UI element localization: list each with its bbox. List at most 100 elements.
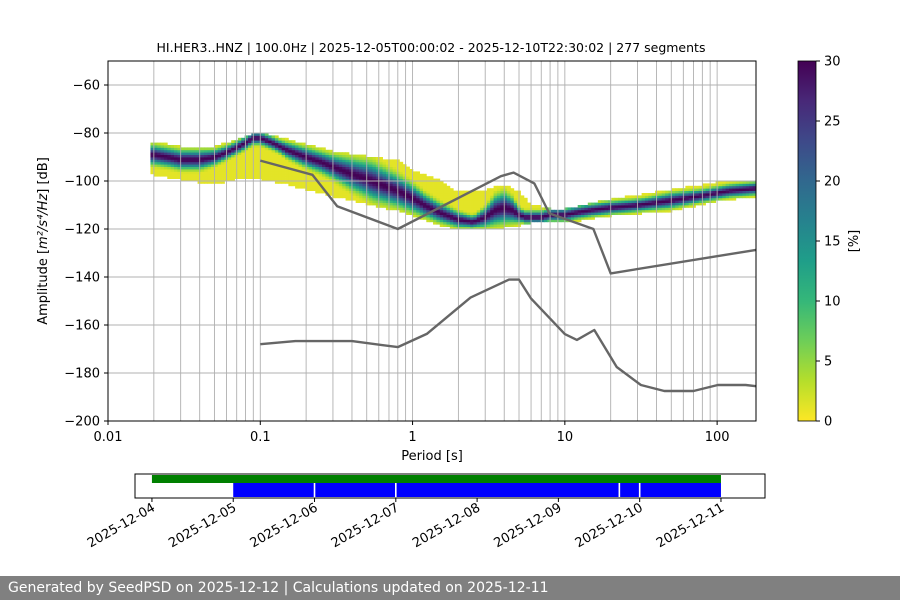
colorbar-tick-label: 15 (824, 235, 841, 250)
psd-cell (708, 183, 713, 187)
psd-cell (429, 183, 434, 187)
psd-cell (564, 209, 568, 213)
psd-cell (392, 195, 397, 199)
psd-cell (369, 190, 373, 194)
psd-cell (698, 185, 703, 189)
psd-cell (379, 195, 383, 199)
psd-cell (661, 202, 666, 206)
psd-cell (274, 181, 279, 184)
psd-cell (369, 159, 373, 163)
psd-cell (641, 205, 646, 208)
psd-cell (301, 154, 306, 158)
psd-cell (362, 173, 367, 177)
psd-cell (335, 181, 340, 184)
psd-cell (177, 154, 182, 158)
psd-cell (560, 212, 565, 215)
psd-cell (322, 181, 326, 184)
psd-cell (473, 219, 478, 223)
psd-cell (352, 195, 357, 199)
psd-cell (389, 178, 394, 182)
psd-cell (446, 188, 451, 191)
y-tick-label: −180 (64, 367, 100, 382)
psd-cell (486, 197, 491, 201)
psd-cell (285, 159, 289, 163)
psd-cell (718, 183, 723, 187)
psd-cell (628, 212, 632, 215)
psd-cell (752, 188, 757, 191)
psd-cell (661, 205, 666, 208)
psd-cell (150, 145, 155, 148)
psd-cell (187, 166, 192, 170)
psd-cell (160, 171, 165, 175)
psd-cell (288, 157, 293, 160)
psd-cell (658, 205, 663, 208)
psd-cell (496, 190, 501, 194)
psd-cell (271, 169, 276, 172)
psd-cell (708, 188, 713, 191)
psd-cell (399, 181, 404, 184)
psd-cell (675, 207, 680, 211)
psd-cell (278, 161, 283, 165)
psd-cell (490, 197, 494, 201)
psd-cell (254, 169, 259, 172)
psd-cell (187, 173, 192, 177)
psd-cell (194, 154, 198, 158)
psd-cell (248, 169, 252, 172)
psd-cell (200, 164, 205, 167)
psd-cell (493, 193, 498, 196)
psd-cell (241, 137, 246, 141)
psd-cell (163, 142, 168, 146)
psd-cell (237, 147, 242, 151)
psd-cell (261, 161, 266, 165)
psd-cell (567, 207, 572, 211)
psd-cell (187, 164, 192, 167)
psd-cell (665, 193, 669, 196)
psd-cell (248, 166, 252, 170)
psd-cell (237, 142, 242, 146)
psd-cell (274, 135, 279, 139)
psd-cell (402, 183, 407, 187)
psd-cell (406, 166, 410, 170)
psd-cell (301, 181, 306, 184)
psd-cell (375, 205, 380, 208)
psd-cell (190, 164, 195, 167)
psd-cell (274, 152, 279, 155)
psd-cell (352, 169, 357, 172)
psd-cell (174, 176, 178, 179)
psd-cell (419, 178, 424, 182)
psd-cell (352, 193, 357, 196)
psd-cell (493, 221, 498, 225)
psd-cell (463, 205, 468, 208)
psd-cell (187, 161, 192, 165)
psd-cell (399, 197, 404, 201)
psd-cell (725, 190, 730, 194)
psd-cell (742, 193, 747, 196)
psd-cell (510, 221, 515, 225)
psd-cell (527, 212, 531, 215)
psd-cell (480, 193, 484, 196)
psd-cell (459, 219, 464, 223)
psd-cell (315, 188, 320, 191)
psd-cell (328, 171, 333, 175)
psd-cell (439, 195, 444, 199)
psd-cell (372, 176, 377, 179)
psd-cell (328, 181, 333, 184)
psd-cell (739, 181, 743, 184)
psd-cell (379, 183, 383, 187)
psd-cell (500, 195, 505, 199)
psd-cell (285, 178, 289, 182)
psd-cell (227, 164, 232, 167)
psd-cell (385, 164, 390, 167)
psd-cell (732, 183, 737, 187)
psd-cell (332, 185, 336, 189)
psd-cell (271, 166, 276, 170)
psd-cell (392, 202, 397, 206)
psd-cell (311, 145, 316, 148)
psd-cell (338, 166, 343, 170)
psd-cell (409, 188, 414, 191)
psd-cell (150, 149, 155, 153)
psd-cell (187, 178, 192, 182)
psd-cell (207, 157, 212, 160)
psd-cell (466, 195, 471, 199)
psd-cell (426, 185, 431, 189)
